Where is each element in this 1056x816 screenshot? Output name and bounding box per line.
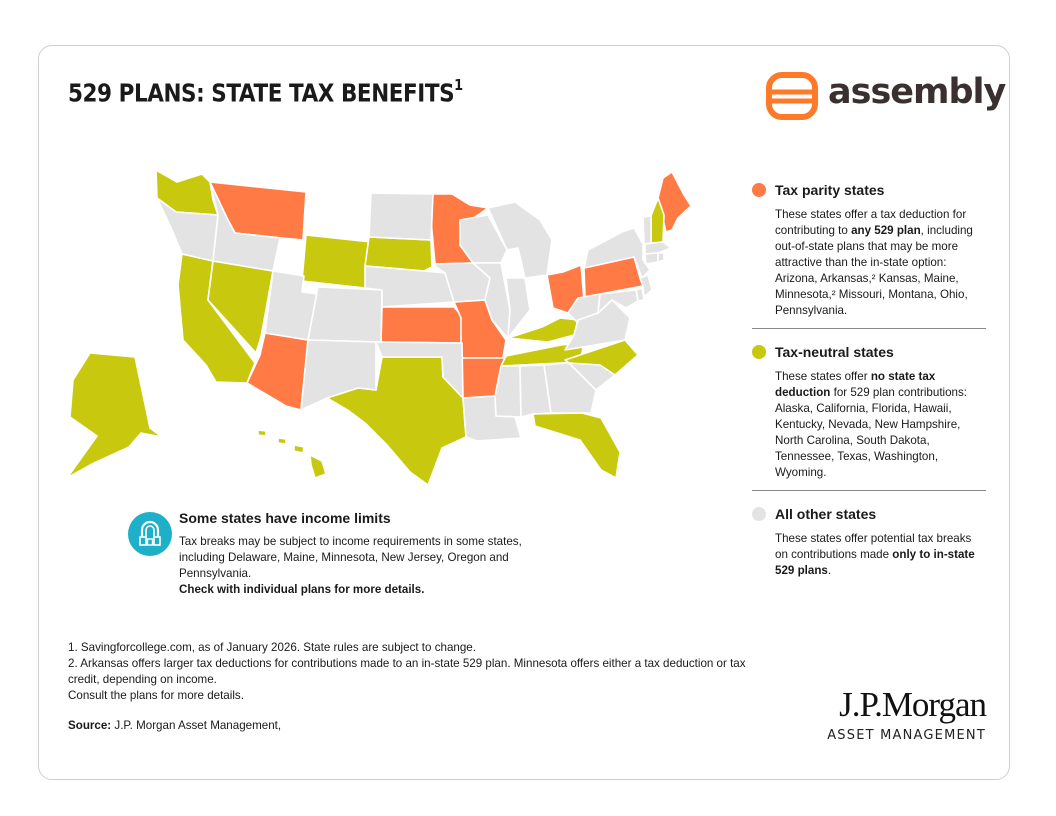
assembly-logo-text: assembly: [828, 72, 1006, 112]
state-nebraska: [364, 265, 455, 308]
state-colorado: [307, 286, 383, 343]
state-wyoming: [301, 234, 372, 289]
state-connecticut: [644, 252, 659, 265]
footnote-2: 2. Arkansas offers larger tax deductions…: [68, 657, 746, 686]
map-legend: Tax parity states These states offer a t…: [752, 180, 986, 579]
state-illinois: [472, 262, 511, 339]
legend-divider: [752, 490, 986, 491]
state-hawaii: [257, 429, 327, 479]
footnote-3: Consult the plans for more details.: [68, 689, 244, 702]
state-tennessee: [500, 342, 585, 367]
legend-item-other: All other states These states offer pote…: [752, 504, 986, 579]
assembly-logo: assembly: [766, 72, 1006, 120]
state-north-dakota: [368, 192, 434, 241]
state-south-carolina: [568, 362, 616, 391]
other-dot-icon: [752, 507, 766, 521]
state-michigan: [487, 201, 553, 279]
state-vermont: [642, 215, 652, 245]
parity-dot-icon: [752, 183, 766, 197]
legend-item-neutral: Tax-neutral states These states offer no…: [752, 342, 986, 481]
jpmorgan-name: J.P.Morgan: [839, 685, 987, 724]
legend-heading-parity: Tax parity states: [775, 182, 885, 198]
state-kansas: [380, 306, 463, 344]
income-limits-body: Tax breaks may be subject to income requ…: [179, 535, 522, 596]
legend-heading-neutral: Tax-neutral states: [775, 344, 894, 360]
neutral-dot-icon: [752, 345, 766, 359]
page-title: 529 PLANS: STATE TAX BENEFITS1: [68, 76, 463, 108]
legend-body-parity: These states offer a tax deduction for c…: [775, 208, 973, 317]
jpmorgan-logo: J.P.Morgan ASSET MANAGEMENT: [800, 685, 987, 744]
state-alabama: [519, 364, 552, 418]
legend-body-other: These states offer potential tax breaks …: [775, 532, 975, 577]
jpmorgan-subtitle: ASSET MANAGEMENT: [827, 728, 986, 743]
source-note: Source: J.P. Morgan Asset Management,: [68, 719, 282, 732]
footnote-1: 1. Savingforcollege.com, as of January 2…: [68, 641, 476, 654]
legend-heading-other: All other states: [775, 506, 877, 522]
legend-divider: [752, 328, 986, 329]
assembly-logo-icon: [766, 72, 818, 120]
income-limits-heading: Some states have income limits: [179, 510, 391, 526]
us-map: [66, 169, 692, 486]
legend-body-neutral: These states offer no state tax deductio…: [775, 370, 968, 479]
magnet-icon: [128, 512, 172, 556]
state-oklahoma: [375, 341, 464, 399]
state-massachusetts: [644, 241, 672, 255]
footnotes: 1. Savingforcollege.com, as of January 2…: [68, 640, 768, 704]
state-south-dakota: [364, 236, 433, 272]
state-georgia: [543, 362, 597, 414]
state-new-york: [583, 227, 651, 279]
state-rhode-island: [657, 252, 665, 263]
state-florida: [532, 412, 621, 479]
state-mississippi: [494, 365, 522, 418]
state-maryland: [597, 289, 639, 314]
state-new-jersey: [639, 274, 653, 298]
state-idaho: [209, 181, 281, 272]
legend-item-parity: Tax parity states These states offer a t…: [752, 180, 986, 319]
state-indiana: [505, 277, 531, 339]
state-alaska: [66, 352, 163, 479]
